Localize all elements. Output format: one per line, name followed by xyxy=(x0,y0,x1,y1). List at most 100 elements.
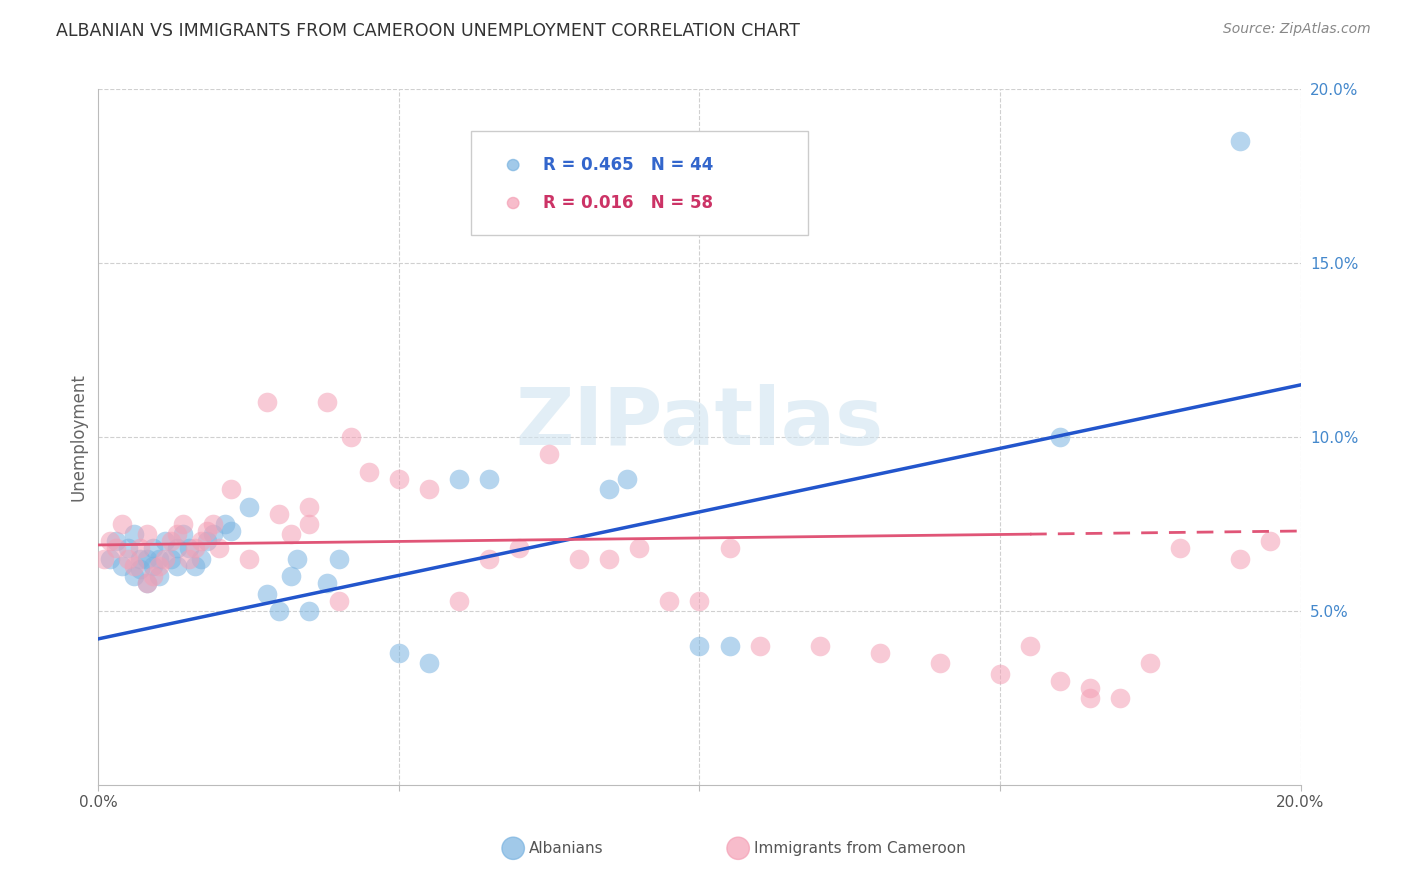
Text: R = 0.465   N = 44: R = 0.465 N = 44 xyxy=(543,156,714,174)
Point xyxy=(238,500,260,514)
Point xyxy=(1229,134,1251,148)
Point xyxy=(298,516,321,531)
Point xyxy=(447,472,470,486)
Point xyxy=(1049,673,1071,688)
Point xyxy=(568,551,591,566)
Point xyxy=(100,551,122,566)
Point xyxy=(190,534,212,549)
Point xyxy=(328,593,350,607)
Point xyxy=(315,576,337,591)
Point xyxy=(124,558,146,573)
Point xyxy=(298,500,321,514)
Point xyxy=(124,527,146,541)
Point xyxy=(298,604,321,618)
Point xyxy=(718,541,741,556)
Point xyxy=(148,551,170,566)
Point xyxy=(256,395,278,409)
Point xyxy=(447,593,470,607)
Point xyxy=(166,541,188,556)
Point xyxy=(148,569,170,583)
Point xyxy=(135,576,157,591)
Point xyxy=(117,541,139,556)
Point xyxy=(718,639,741,653)
Point xyxy=(129,551,152,566)
Point xyxy=(267,604,290,618)
Point xyxy=(172,516,194,531)
Point xyxy=(177,551,200,566)
Point xyxy=(869,646,891,660)
Point xyxy=(111,516,134,531)
Text: Immigrants from Cameroon: Immigrants from Cameroon xyxy=(754,841,966,855)
Point xyxy=(195,524,218,538)
Point xyxy=(159,534,181,549)
Point xyxy=(219,482,242,496)
Point xyxy=(357,465,380,479)
Text: ALBANIAN VS IMMIGRANTS FROM CAMEROON UNEMPLOYMENT CORRELATION CHART: ALBANIAN VS IMMIGRANTS FROM CAMEROON UNE… xyxy=(56,22,800,40)
Point xyxy=(201,516,224,531)
Point xyxy=(190,551,212,566)
Point xyxy=(166,558,188,573)
Y-axis label: Unemployment: Unemployment xyxy=(69,373,87,501)
Point xyxy=(328,551,350,566)
Point xyxy=(214,516,236,531)
Text: Source: ZipAtlas.com: Source: ZipAtlas.com xyxy=(1223,22,1371,37)
Point xyxy=(280,569,302,583)
Point xyxy=(135,551,157,566)
Point xyxy=(689,639,711,653)
Point xyxy=(988,666,1011,681)
Point xyxy=(129,562,152,576)
Point xyxy=(111,558,134,573)
FancyBboxPatch shape xyxy=(471,131,807,235)
Point xyxy=(388,472,411,486)
Point xyxy=(1229,551,1251,566)
Point xyxy=(135,527,157,541)
Ellipse shape xyxy=(508,197,519,209)
Point xyxy=(1049,430,1071,444)
Point xyxy=(315,395,337,409)
Point xyxy=(1078,681,1101,695)
Point xyxy=(166,527,188,541)
Point xyxy=(1078,690,1101,705)
Text: Albanians: Albanians xyxy=(529,841,603,855)
Point xyxy=(256,587,278,601)
Point xyxy=(508,541,530,556)
Point xyxy=(1019,639,1042,653)
Point xyxy=(238,551,260,566)
Point xyxy=(616,472,638,486)
Point xyxy=(1170,541,1192,556)
Point xyxy=(183,541,205,556)
Point xyxy=(141,569,163,583)
Point xyxy=(748,639,770,653)
Point xyxy=(93,551,115,566)
Text: ZIPatlas: ZIPatlas xyxy=(516,384,883,462)
Point xyxy=(148,558,170,573)
Point xyxy=(219,524,242,538)
Point xyxy=(285,551,308,566)
Point xyxy=(478,472,501,486)
Point xyxy=(267,507,290,521)
Point xyxy=(201,527,224,541)
Point xyxy=(478,551,501,566)
Point xyxy=(808,639,831,653)
Point xyxy=(129,541,152,556)
Point xyxy=(100,534,122,549)
Point xyxy=(418,657,440,671)
Point xyxy=(1109,690,1132,705)
Point xyxy=(117,551,139,566)
Point xyxy=(141,541,163,556)
Text: R = 0.016   N = 58: R = 0.016 N = 58 xyxy=(543,194,713,212)
Point xyxy=(340,430,363,444)
Ellipse shape xyxy=(508,160,519,170)
Point xyxy=(628,541,651,556)
Point xyxy=(1139,657,1161,671)
Point xyxy=(1260,534,1282,549)
Point xyxy=(124,569,146,583)
Point xyxy=(689,593,711,607)
Point xyxy=(172,527,194,541)
Point xyxy=(598,551,620,566)
Point xyxy=(105,534,128,549)
Point xyxy=(598,482,620,496)
Point xyxy=(153,534,176,549)
Point xyxy=(105,541,128,556)
Point xyxy=(929,657,952,671)
